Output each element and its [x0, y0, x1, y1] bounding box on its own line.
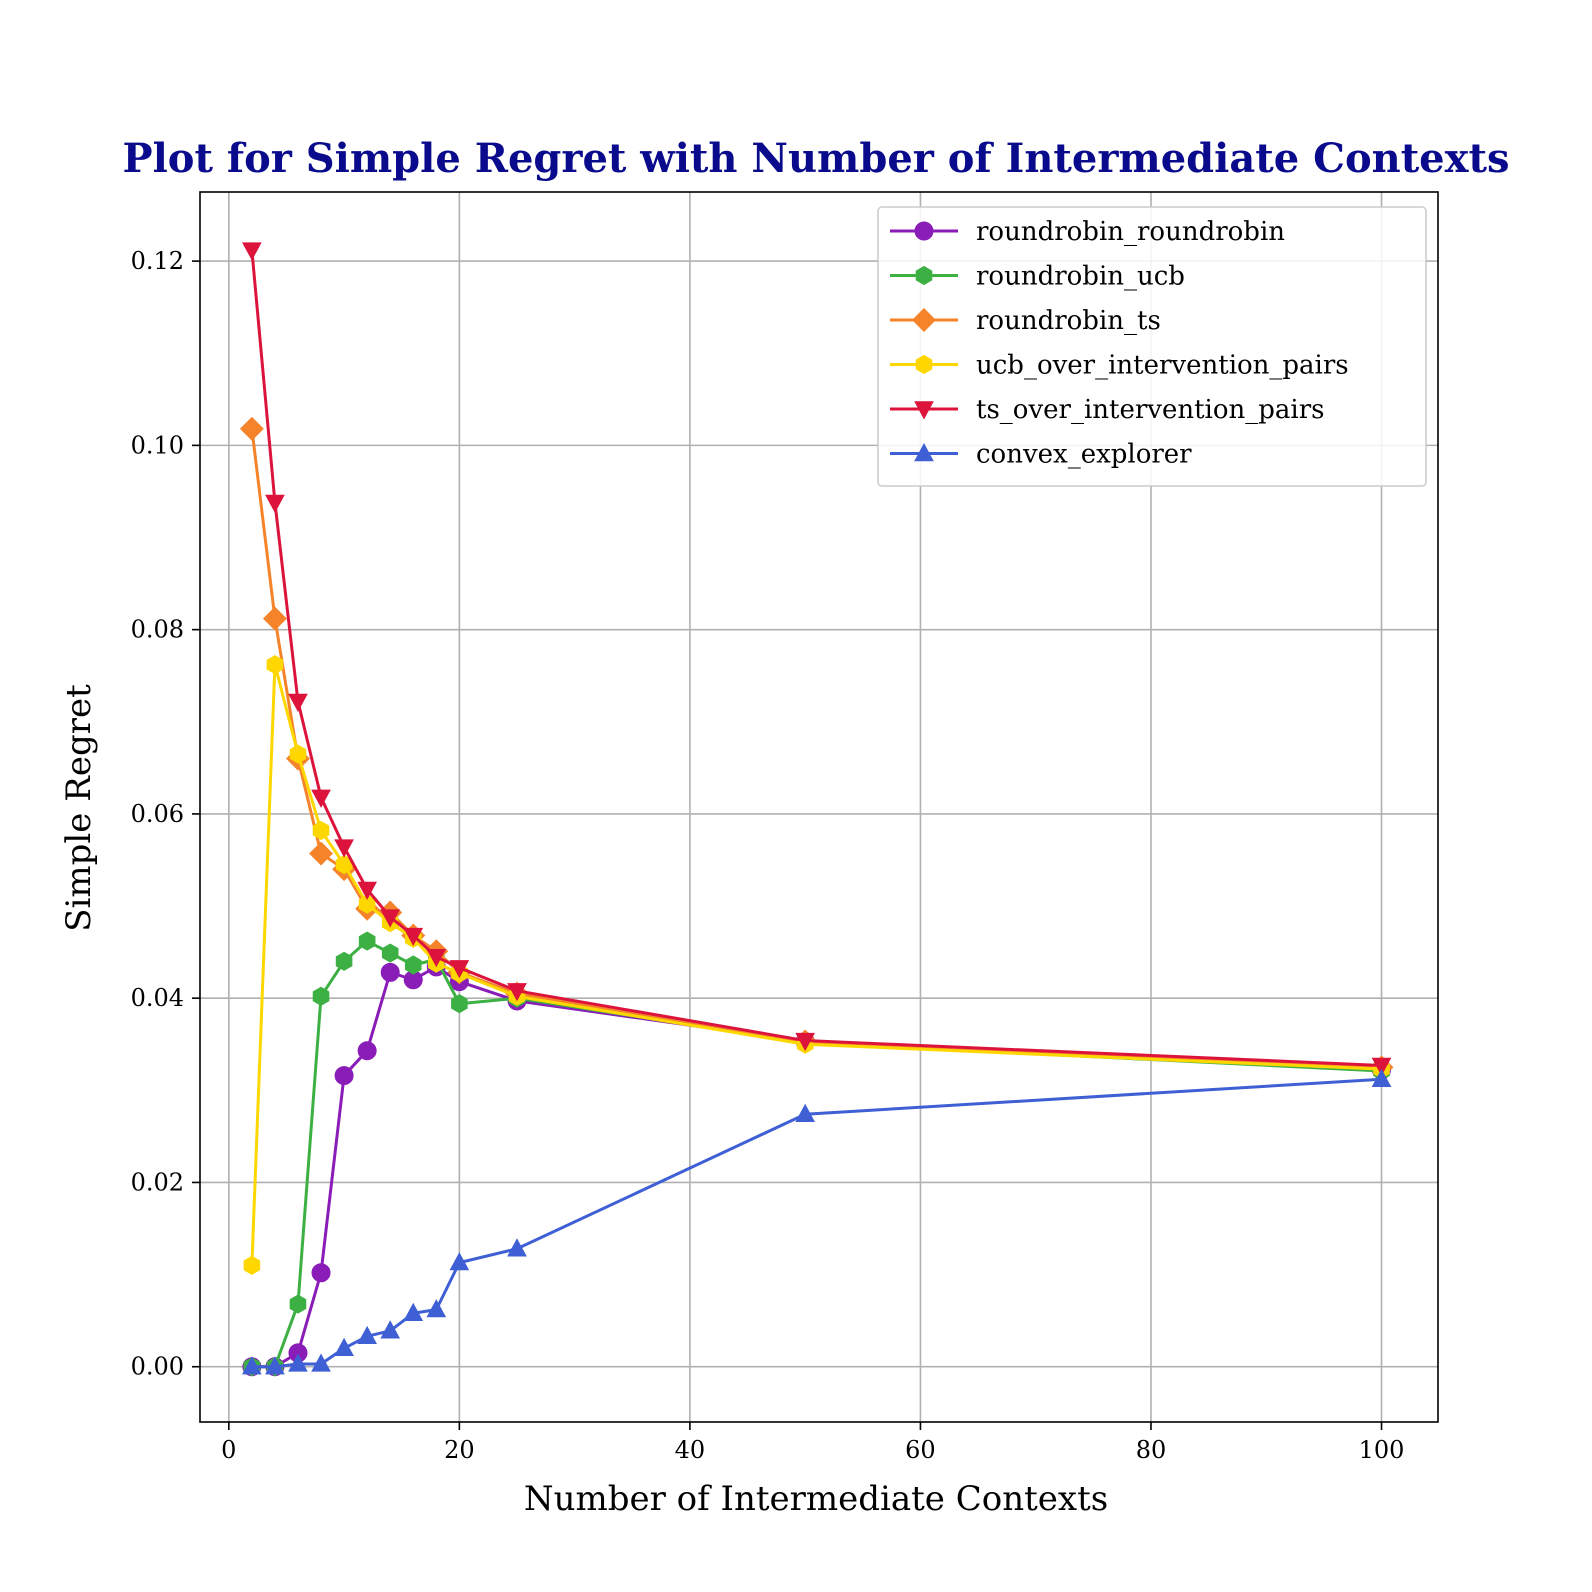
data-point: [289, 744, 307, 764]
data-point: [507, 983, 527, 1002]
y-tick-label: 0.06: [131, 800, 184, 828]
data-point: [426, 949, 447, 968]
data-point: [288, 1353, 308, 1372]
data-point: [309, 841, 333, 866]
legend-entry: ts_over_intervention_pairs: [890, 395, 1325, 425]
series-ts_over_intervention_pairs: [242, 242, 1392, 1076]
ticks: 0 20 40 60 80 100 0.00 0.02 0.04 0.06 0.08 0.10 0.12: [131, 247, 1405, 1464]
x-tick-label: 80: [1136, 1436, 1167, 1464]
chart-title: Plot for Simple Regret with Number of In…: [123, 135, 1510, 182]
data-point: [381, 943, 399, 963]
y-tick-label: 0.08: [131, 616, 184, 644]
legend-marker: [912, 308, 936, 332]
plot-frame: [199, 191, 1439, 1423]
legend-marker: [914, 221, 934, 241]
data-point: [311, 1353, 331, 1372]
x-tick-label: 100: [1359, 1436, 1405, 1464]
data-point: [357, 881, 377, 900]
data-point: [265, 494, 285, 513]
data-point: [243, 1255, 261, 1275]
legend-label: ts_over_intervention_pairs: [976, 395, 1325, 425]
data-point: [380, 962, 400, 982]
legend-marker: [915, 265, 933, 286]
data-point: [403, 1302, 424, 1321]
grid: [200, 192, 1438, 1422]
data-point: [242, 242, 262, 261]
data-point: [403, 927, 424, 947]
data-point: [357, 1041, 377, 1061]
legend-marker: [914, 442, 934, 462]
data-point: [1371, 1068, 1392, 1087]
y-tick-label: 0.00: [131, 1353, 184, 1381]
data-point: [334, 1066, 354, 1086]
data-point: [334, 839, 354, 858]
data-point: [404, 955, 422, 975]
legend-entry: convex_explorer: [890, 440, 1192, 470]
series-convex_explorer: [242, 1068, 1392, 1375]
data-point: [312, 986, 330, 1006]
data-point: [795, 1103, 816, 1122]
x-axis-title: Number of Intermediate Contexts: [524, 1479, 1108, 1519]
data-point: [1371, 1057, 1392, 1076]
data-point: [357, 1325, 377, 1345]
data-point: [358, 931, 376, 951]
data-point: [265, 1356, 285, 1375]
data-point: [311, 1263, 331, 1283]
data-point: [311, 789, 331, 808]
legend-entry: roundrobin_roundrobin: [890, 217, 1285, 247]
data-point: [507, 1238, 527, 1257]
data-point: [335, 951, 353, 971]
data-point: [239, 416, 264, 441]
data-point: [289, 1294, 307, 1314]
x-tick-label: 20: [444, 1436, 475, 1464]
legend-entry: roundrobin_ts: [890, 306, 1161, 336]
legend-label: roundrobin_ucb: [976, 262, 1185, 292]
legend-label: roundrobin_roundrobin: [976, 217, 1285, 247]
data-point: [312, 820, 330, 841]
data-point: [266, 655, 284, 675]
x-tick-label: 60: [905, 1436, 936, 1464]
legend-label: ucb_over_intervention_pairs: [976, 351, 1349, 381]
y-tick-label: 0.02: [131, 1168, 184, 1196]
data-point: [380, 909, 401, 928]
data-point: [449, 1252, 470, 1271]
y-axis-title: Simple Regret: [59, 684, 99, 932]
x-tick-label: 40: [675, 1436, 706, 1464]
legend-box: [877, 206, 1427, 487]
data-point: [380, 1320, 401, 1339]
data-point: [262, 606, 287, 631]
data-point: [795, 1032, 816, 1052]
legend-label: convex_explorer: [976, 440, 1192, 470]
data-point: [426, 1299, 447, 1318]
legend-entry: ucb_over_intervention_pairs: [890, 351, 1349, 381]
y-tick-label: 0.10: [131, 431, 184, 459]
x-tick-label: 0: [221, 1436, 236, 1464]
legend-marker: [914, 401, 934, 420]
data-point: [334, 1337, 354, 1356]
legend: roundrobin_roundrobin roundrobin_ucbround…: [877, 206, 1427, 487]
legend-entry: roundrobin_ucb: [890, 262, 1185, 292]
data-point: [242, 1356, 262, 1375]
series-layer: [239, 242, 1394, 1377]
legend-label: roundrobin_ts: [976, 306, 1161, 336]
data-point: [451, 994, 468, 1014]
data-point: [449, 960, 470, 979]
legend-marker: [915, 354, 933, 375]
data-point: [288, 693, 308, 713]
y-tick-label: 0.12: [131, 247, 184, 275]
y-tick-label: 0.04: [131, 984, 184, 1012]
